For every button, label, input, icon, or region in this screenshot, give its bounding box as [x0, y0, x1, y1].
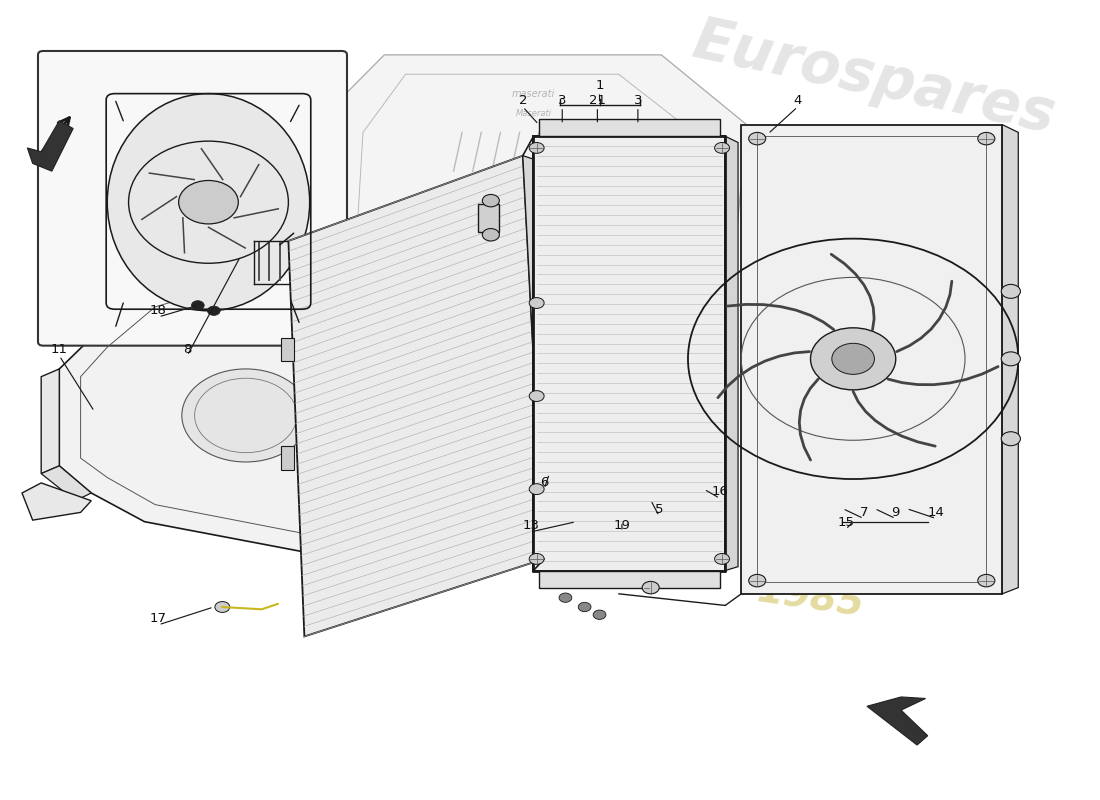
Polygon shape [28, 121, 74, 171]
Text: 21: 21 [588, 94, 606, 107]
Polygon shape [539, 119, 719, 136]
Polygon shape [867, 697, 927, 745]
Text: since: since [906, 154, 949, 173]
Polygon shape [741, 125, 1002, 594]
Circle shape [978, 133, 994, 145]
Text: 13: 13 [522, 518, 540, 532]
Polygon shape [421, 264, 459, 287]
Text: maserati: maserati [512, 89, 556, 98]
Polygon shape [315, 55, 747, 280]
Polygon shape [539, 570, 719, 588]
Circle shape [214, 602, 230, 613]
Text: 3: 3 [558, 94, 566, 107]
Text: 17: 17 [150, 612, 167, 625]
Text: 5: 5 [654, 503, 663, 516]
Circle shape [1001, 352, 1021, 366]
Circle shape [642, 582, 659, 594]
Text: 4: 4 [793, 94, 802, 107]
Polygon shape [1002, 125, 1019, 594]
Circle shape [811, 328, 895, 390]
Circle shape [559, 593, 572, 602]
Circle shape [482, 194, 499, 207]
Circle shape [529, 554, 544, 564]
Text: 15: 15 [837, 517, 855, 530]
Text: 3: 3 [634, 94, 642, 107]
Circle shape [715, 142, 729, 154]
Circle shape [749, 574, 766, 587]
Text: 19: 19 [614, 518, 630, 532]
Text: 1985: 1985 [755, 571, 867, 624]
Polygon shape [478, 204, 499, 232]
Text: 11: 11 [51, 342, 68, 356]
Text: 6: 6 [540, 476, 548, 489]
Ellipse shape [178, 181, 239, 224]
Text: Eurospares: Eurospares [688, 12, 1062, 144]
Circle shape [978, 574, 994, 587]
Circle shape [1001, 432, 1021, 446]
Polygon shape [59, 249, 470, 562]
Polygon shape [534, 136, 725, 570]
Text: Maserati: Maserati [516, 109, 551, 118]
Circle shape [191, 301, 205, 310]
Text: 1: 1 [595, 79, 604, 92]
Circle shape [579, 602, 591, 612]
Polygon shape [267, 125, 315, 234]
Circle shape [208, 306, 220, 315]
Ellipse shape [107, 94, 310, 310]
Circle shape [529, 298, 544, 309]
Text: since: since [763, 542, 814, 561]
Text: 1985: 1985 [915, 190, 1004, 230]
Text: 2: 2 [518, 94, 527, 107]
Text: 16: 16 [712, 486, 728, 498]
Text: 14: 14 [927, 506, 945, 518]
Circle shape [715, 554, 729, 564]
Text: 7: 7 [859, 506, 868, 518]
Circle shape [593, 610, 606, 619]
Polygon shape [41, 369, 59, 474]
Circle shape [529, 390, 544, 402]
Polygon shape [725, 136, 738, 570]
Circle shape [749, 133, 766, 145]
Circle shape [832, 343, 875, 374]
Circle shape [529, 142, 544, 154]
Polygon shape [288, 156, 544, 637]
Text: a passion for parts: a passion for parts [310, 493, 543, 517]
Text: 8: 8 [183, 342, 191, 356]
Circle shape [182, 369, 310, 462]
Text: 9: 9 [892, 506, 900, 518]
Polygon shape [280, 338, 294, 361]
Polygon shape [22, 483, 91, 520]
Text: Eurospares: Eurospares [151, 373, 660, 450]
Circle shape [482, 229, 499, 241]
Circle shape [529, 484, 544, 494]
Text: 18: 18 [150, 304, 167, 317]
Polygon shape [41, 466, 91, 501]
Polygon shape [280, 446, 294, 470]
Circle shape [1001, 284, 1021, 298]
FancyBboxPatch shape [39, 51, 347, 346]
Polygon shape [522, 156, 563, 562]
